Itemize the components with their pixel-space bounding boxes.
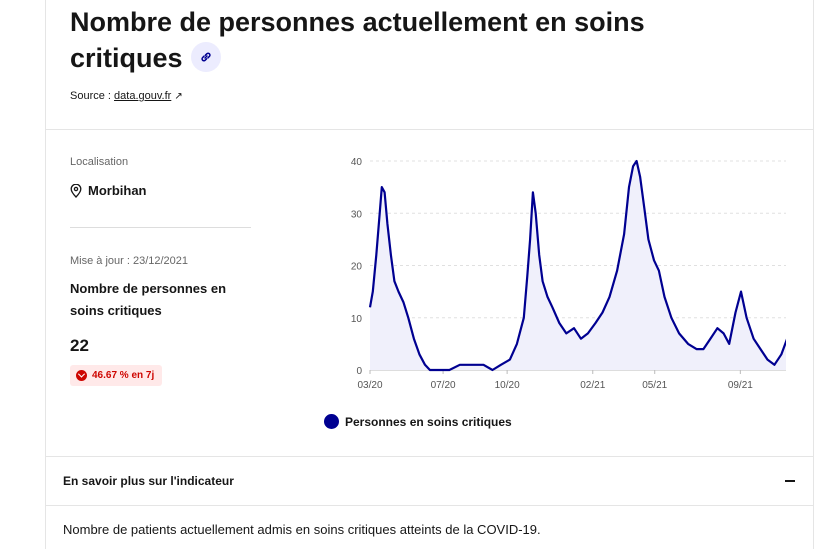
source-line: Source : data.gouv.fr ↗: [70, 90, 183, 102]
chart: 0 10 20 30 40 03/20 07/20 10/20 02/21 05/21 09/21: [351, 157, 786, 391]
indicator-name: Nombre de personnes en soins critiques: [70, 281, 227, 318]
divider: [46, 456, 813, 457]
location-name: Morbihan: [88, 183, 147, 198]
legend-label: Personnes en soins critiques: [345, 414, 512, 429]
accordion-description: Nombre de patients actuellement admis en…: [63, 522, 541, 537]
series-area: [370, 161, 786, 370]
indicator-card: Nombre de personnes actuellement en soin…: [45, 0, 814, 549]
arrow-down-circle-icon: [76, 370, 87, 381]
summary-divider: [70, 227, 251, 228]
change-badge: 46.67 % en 7j: [70, 365, 163, 386]
update-date: Mise à jour : 23/12/2021: [70, 255, 189, 267]
copy-link-button[interactable]: [190, 41, 221, 72]
accordion-toggle-button[interactable]: En savoir plus sur l'indicateur: [46, 457, 813, 505]
location-value: Morbihan: [70, 183, 147, 198]
x-tick-label: 05/21: [642, 380, 667, 391]
page-title-text: Nombre de personnes actuellement en soin…: [70, 7, 645, 73]
x-tick-label: 10/20: [495, 380, 520, 391]
x-tick-label: 07/20: [431, 380, 456, 391]
divider: [46, 129, 813, 130]
x-tick-label: 09/21: [728, 380, 753, 391]
y-tick-label: 0: [356, 366, 362, 377]
accordion-title: En savoir plus sur l'indicateur: [63, 474, 234, 488]
chart-legend: Personnes en soins critiques: [324, 414, 512, 429]
source-link[interactable]: data.gouv.fr: [114, 90, 172, 102]
y-tick-label: 40: [351, 157, 363, 168]
y-tick-label: 20: [351, 262, 363, 273]
series-line: [368, 159, 786, 372]
y-tick-label: 10: [351, 314, 363, 325]
external-link-icon: ↗: [174, 91, 183, 102]
page-title: Nombre de personnes actuellement en soin…: [70, 4, 730, 76]
x-tick-label: 03/20: [357, 380, 382, 391]
map-pin-icon: [70, 183, 82, 198]
divider: [46, 505, 813, 506]
legend-swatch: [324, 414, 339, 429]
minus-icon: [785, 480, 795, 482]
x-tick-label: 02/21: [580, 380, 605, 391]
source-prefix: Source :: [70, 90, 111, 102]
link-icon: [200, 52, 211, 62]
change-text: 46.67 % en 7j: [92, 370, 155, 381]
indicator-value: 22: [70, 336, 89, 355]
y-tick-label: 30: [351, 209, 363, 220]
location-label: Localisation: [70, 156, 129, 168]
